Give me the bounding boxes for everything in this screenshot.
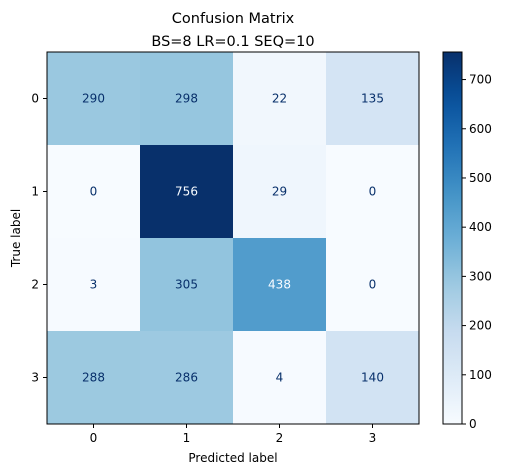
matrix-cell [233, 52, 327, 146]
plot-frame [46, 51, 420, 425]
y-tick-label: 0 [31, 92, 39, 106]
colorbar-tick-label: 500 [469, 171, 492, 185]
x-tick-label: 3 [369, 431, 377, 445]
matrix-cell-value: 298 [175, 92, 198, 106]
colorbar-tick-label: 700 [469, 73, 492, 87]
colorbar-tick-label: 200 [469, 319, 492, 333]
matrix-cell [233, 238, 327, 332]
matrix-cell [233, 145, 327, 239]
y-tick-label: 3 [31, 371, 39, 385]
matrix-cell [47, 331, 141, 425]
matrix-cell [326, 331, 420, 425]
matrix-cell-value: 288 [82, 371, 105, 385]
matrix-cell-value: 286 [175, 371, 198, 385]
matrix-cell-value: 0 [369, 185, 377, 199]
colorbar-tick-label: 300 [469, 269, 492, 283]
x-axis-ticks: 0 1 2 3 [90, 424, 377, 445]
matrix-cell-value: 3 [90, 278, 98, 292]
matrix-cells [47, 52, 420, 425]
matrix-cell-value: 4 [276, 371, 284, 385]
chart-subtitle: BS=8 LR=0.1 SEQ=10 [151, 34, 314, 50]
colorbar [442, 51, 463, 425]
matrix-cell-value: 0 [90, 185, 98, 199]
y-tick-label: 1 [31, 185, 39, 199]
matrix-cell-value: 22 [272, 92, 287, 106]
chart-title: Confusion Matrix [172, 11, 295, 27]
colorbar-ticks: 0 100 200 300 400 500 600 700 [462, 73, 492, 431]
matrix-cell [140, 145, 234, 239]
matrix-cell [233, 331, 327, 425]
matrix-cell [326, 145, 420, 239]
x-axis-label: Predicted label [188, 451, 277, 465]
matrix-cell [326, 52, 420, 146]
matrix-cell-value: 140 [361, 371, 384, 385]
matrix-cell-value: 438 [268, 278, 291, 292]
x-tick-label: 0 [90, 431, 98, 445]
matrix-cell-value: 135 [361, 92, 384, 106]
matrix-cell-value: 305 [175, 278, 198, 292]
matrix-cell [326, 238, 420, 332]
colorbar-tick-label: 400 [469, 220, 492, 234]
matrix-cell-value: 29 [272, 185, 287, 199]
colorbar-tick-label: 100 [469, 368, 492, 382]
matrix-cell [140, 331, 234, 425]
matrix-cell [140, 238, 234, 332]
matrix-cell [47, 52, 141, 146]
y-tick-label: 2 [31, 278, 39, 292]
matrix-cell [47, 145, 141, 239]
x-tick-label: 2 [276, 431, 284, 445]
x-tick-label: 1 [183, 431, 191, 445]
y-axis-label: True label [9, 209, 23, 268]
matrix-cell-value: 0 [369, 278, 377, 292]
y-axis-ticks: 0 1 2 3 [31, 92, 47, 385]
colorbar-tick-label: 0 [469, 417, 477, 431]
matrix-cell [47, 238, 141, 332]
matrix-cell-value: 290 [82, 92, 105, 106]
colorbar-tick-label: 600 [469, 122, 492, 136]
matrix-cell [140, 52, 234, 146]
matrix-cell-value: 756 [175, 185, 198, 199]
